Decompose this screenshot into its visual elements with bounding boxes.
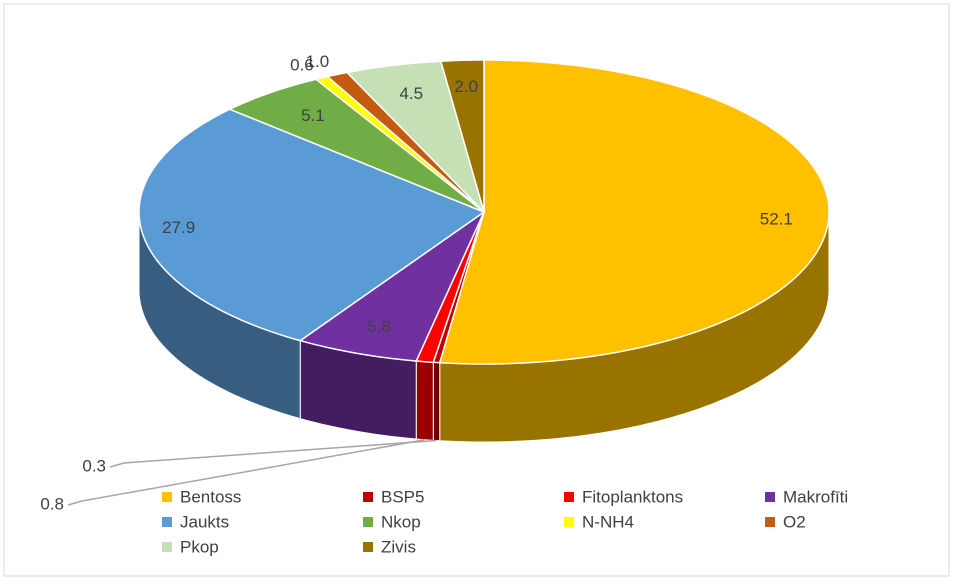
legend-swatch [162,517,172,527]
pie-slice [438,59,830,365]
legend-swatch [363,492,373,502]
data-label: 5.8 [367,317,391,336]
legend-label: Makrofīti [783,487,848,506]
leader-line [109,439,437,468]
data-label: 0.3 [82,456,106,475]
legend-swatch [765,492,775,502]
data-label: 52.1 [760,209,793,228]
legend-label: Zivis [381,537,416,556]
legend-swatch [765,517,775,527]
data-label: 1.0 [306,52,330,71]
pie-slice [138,108,486,342]
legend-swatch [162,492,172,502]
legend-label: Nkop [381,512,421,531]
pie-slice [298,209,486,362]
data-label: 2.0 [454,77,478,96]
legend-label: O2 [783,512,806,531]
legend-swatch [363,542,373,552]
legend-swatch [363,517,373,527]
pie-side [415,360,434,441]
pie-slice [345,60,485,213]
legend-swatch [564,517,574,527]
data-label: 4.5 [399,84,423,103]
data-label: 0.8 [40,494,64,513]
legend-label: Fitoplanktons [582,487,683,506]
legend-label: N-NH4 [582,512,634,531]
pie-slice [439,59,485,213]
pie-slice [227,78,485,213]
legend-label: BSP5 [381,487,424,506]
data-label: 0.6 [290,55,314,74]
leader-line [67,439,425,506]
pie-side [432,361,441,442]
legend-label: Jaukts [180,512,229,531]
data-label: 5.1 [301,106,325,125]
legend-label: Pkop [180,537,219,556]
legend-swatch [564,492,574,502]
data-label: 27.9 [162,218,195,237]
legend-swatch [162,542,172,552]
legend-label: Bentoss [180,487,241,506]
